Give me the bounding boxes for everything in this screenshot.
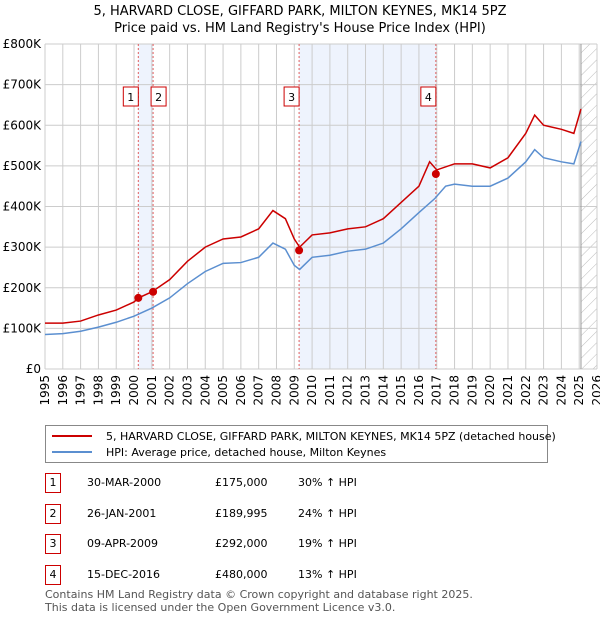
x-tick-label: 2008 [269, 375, 283, 406]
sale-hpi-diff: 19% ↑ HPI [298, 537, 357, 550]
x-tick-label: 2011 [323, 375, 337, 406]
sale-number: 4 [45, 564, 61, 585]
legend-label-hpi: HPI: Average price, detached house, Milt… [106, 445, 387, 459]
series-line [44, 141, 582, 336]
x-tick-label: 2024 [554, 375, 568, 406]
sale-hpi-diff: 30% ↑ HPI [298, 476, 357, 489]
sale-hpi-diff: 24% ↑ HPI [298, 506, 357, 520]
x-tick-label: 2004 [198, 375, 212, 406]
sale-point [295, 246, 304, 255]
sale-label: 4 [425, 91, 432, 104]
x-tick-label: 2007 [252, 375, 266, 406]
sale-label-box [283, 86, 300, 107]
x-tick-label: 2002 [163, 375, 177, 406]
y-tick-label: £800K [3, 37, 43, 51]
x-tick-label: 2012 [341, 375, 355, 406]
chart-title: 5, HARVARD CLOSE, GIFFARD PARK, MILTON K… [93, 4, 507, 19]
x-tick-label: 1997 [74, 375, 88, 406]
x-tick-label: 2020 [483, 375, 497, 406]
y-tick-label: £0 [26, 362, 41, 376]
x-tick-label: 2001 [145, 375, 159, 406]
x-tick-label: 2009 [287, 375, 301, 406]
sale-number: 3 [45, 534, 61, 554]
x-tick-label: 2015 [394, 375, 408, 406]
x-tick-label: 2026 [590, 375, 600, 406]
sale-label: 2 [155, 91, 162, 104]
sale-date: 30-MAR-2000 [87, 476, 162, 489]
x-tick-label: 2019 [465, 375, 479, 406]
x-tick-label: 2014 [376, 375, 390, 406]
x-tick-label: 1996 [56, 375, 70, 406]
table-row: 3 09-APR-2009 £292,000 19% ↑ HPI [45, 534, 545, 554]
sale-label-box [150, 86, 167, 107]
y-tick-label: £200K [3, 281, 43, 295]
x-tick-label: 2003 [180, 375, 194, 406]
sale-hpi-diff: 13% ↑ HPI [298, 567, 357, 581]
legend-label-property: 5, HARVARD CLOSE, GIFFARD PARK, MILTON K… [106, 429, 556, 443]
footer-copyright: Contains HM Land Registry data © Crown c… [45, 588, 473, 601]
chart-subtitle: Price paid vs. HM Land Registry's House … [114, 21, 486, 36]
sale-price: £189,995 [215, 506, 268, 520]
table-row: 1 30-MAR-2000 £175,000 30% ↑ HPI [45, 473, 545, 493]
sale-point [134, 293, 143, 302]
x-tick-label: 2021 [501, 375, 515, 406]
y-tick-label: £300K [3, 240, 43, 254]
x-tick-label: 2025 [572, 375, 586, 406]
legend: 5, HARVARD CLOSE, GIFFARD PARK, MILTON K… [45, 425, 556, 463]
y-tick-label: £700K [3, 78, 43, 92]
x-tick-label: 1998 [91, 375, 105, 406]
x-tick-label: 1995 [38, 375, 52, 406]
y-tick-label: £100K [3, 321, 43, 335]
footer: Contains HM Land Registry data © Crown c… [45, 588, 595, 614]
x-tick-label: 1999 [109, 375, 123, 406]
sale-price: £292,000 [215, 537, 268, 550]
sale-point [431, 170, 440, 178]
sale-date: 09-APR-2009 [87, 537, 159, 550]
sale-price: £480,000 [215, 567, 268, 581]
table-row: 4 15-DEC-2016 £480,000 13% ↑ HPI [45, 564, 545, 585]
price-chart: 1995 1996 1997 1998 1999 2000 2001 2002 2003 2004… [3, 37, 600, 406]
sale-point [149, 287, 158, 296]
sale-number: 1 [45, 473, 61, 493]
footer-licence: This data is licensed under the Open Gov… [45, 601, 396, 614]
x-tick-label: 2017 [430, 375, 444, 406]
sale-date: 26-JAN-2001 [87, 506, 157, 520]
x-tick-label: 2005 [216, 375, 230, 406]
sale-number: 2 [45, 503, 61, 524]
y-tick-label: £400K [3, 200, 43, 214]
legend-swatch-property [52, 435, 92, 437]
sale-label: 1 [127, 91, 134, 104]
x-tick-label: 2022 [519, 375, 533, 406]
x-tick-label: 2016 [412, 375, 426, 406]
x-tick-label: 2000 [127, 375, 141, 406]
sale-label-box [420, 86, 437, 107]
y-tick-label: £500K [3, 159, 43, 173]
sale-label: 3 [288, 91, 295, 104]
y-tick-label: £600K [3, 118, 43, 132]
x-tick-label: 2018 [448, 375, 462, 406]
sale-date: 15-DEC-2016 [87, 567, 161, 581]
sale-label-box [122, 86, 139, 107]
x-tick-label: 2010 [305, 375, 319, 406]
table-row: 2 26-JAN-2001 £189,995 24% ↑ HPI [45, 503, 545, 524]
x-tick-label: 2013 [359, 375, 373, 406]
sale-price: £175,000 [215, 476, 268, 489]
legend-swatch-hpi [52, 451, 92, 453]
x-tick-label: 2006 [234, 375, 248, 406]
x-tick-label: 2023 [537, 375, 551, 406]
